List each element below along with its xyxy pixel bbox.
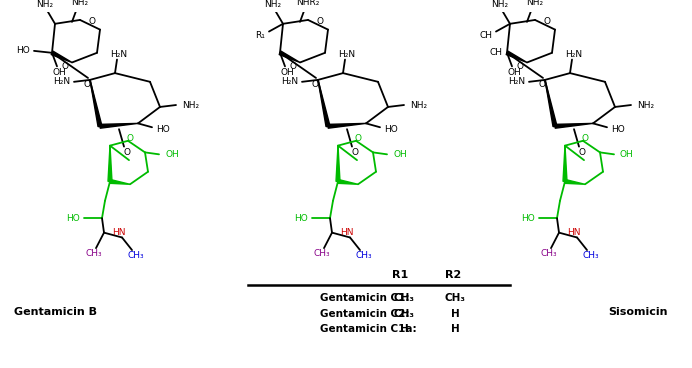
- Polygon shape: [90, 80, 102, 127]
- Text: O: O: [516, 62, 524, 71]
- Text: CH₃: CH₃: [128, 251, 145, 260]
- Text: R2: R2: [445, 270, 461, 280]
- Text: CH₃: CH₃: [583, 251, 599, 260]
- Text: OH: OH: [165, 150, 179, 159]
- Text: OH: OH: [52, 68, 66, 77]
- Text: O: O: [581, 134, 588, 144]
- Text: CH₃: CH₃: [86, 250, 102, 258]
- Text: CH₃: CH₃: [540, 250, 557, 258]
- Text: HO: HO: [384, 125, 398, 134]
- Text: HO: HO: [611, 125, 625, 134]
- Text: O: O: [123, 148, 131, 157]
- Text: O: O: [289, 62, 296, 71]
- Polygon shape: [108, 146, 112, 181]
- Text: NH₂: NH₂: [527, 0, 543, 7]
- Text: O: O: [354, 134, 361, 144]
- Text: Gentamicin C2:: Gentamicin C2:: [320, 309, 410, 319]
- Text: O: O: [311, 80, 318, 89]
- Text: O: O: [84, 80, 91, 89]
- Text: HO: HO: [521, 214, 535, 223]
- Polygon shape: [565, 180, 585, 184]
- Text: O: O: [127, 134, 134, 144]
- Text: HO: HO: [16, 46, 30, 55]
- Text: H₂N: H₂N: [281, 77, 298, 86]
- Text: CH₃: CH₃: [394, 293, 415, 303]
- Text: O: O: [316, 17, 323, 26]
- Text: NH₂: NH₂: [491, 0, 509, 9]
- Text: HO: HO: [66, 214, 80, 223]
- Text: CH₃: CH₃: [394, 309, 415, 319]
- Text: O: O: [89, 17, 95, 26]
- Polygon shape: [336, 146, 340, 181]
- Text: HO: HO: [294, 214, 308, 223]
- Text: NH₂: NH₂: [637, 100, 654, 110]
- Text: NH₂: NH₂: [182, 100, 199, 110]
- Polygon shape: [100, 123, 138, 128]
- Text: CH₃: CH₃: [313, 250, 330, 258]
- Text: O: O: [579, 148, 585, 157]
- Polygon shape: [51, 51, 72, 63]
- Text: NHR₂: NHR₂: [296, 0, 320, 7]
- Text: R1: R1: [392, 270, 408, 280]
- Polygon shape: [328, 123, 366, 128]
- Polygon shape: [555, 123, 593, 128]
- Text: NH₂: NH₂: [71, 0, 89, 7]
- Text: R₁: R₁: [255, 31, 265, 40]
- Text: NH₂: NH₂: [37, 0, 53, 9]
- Text: H₂N: H₂N: [508, 77, 525, 86]
- Text: CH: CH: [479, 31, 492, 40]
- Text: OH: OH: [507, 68, 521, 77]
- Text: HN: HN: [112, 228, 125, 237]
- Text: Gentamicin C1:: Gentamicin C1:: [320, 293, 410, 303]
- Text: O: O: [543, 17, 551, 26]
- Polygon shape: [279, 51, 300, 63]
- Text: O: O: [352, 148, 358, 157]
- Text: H: H: [450, 309, 459, 319]
- Text: NH₂: NH₂: [264, 0, 282, 9]
- Polygon shape: [545, 80, 557, 127]
- Text: O: O: [62, 62, 69, 71]
- Text: CH₃: CH₃: [444, 293, 466, 303]
- Text: CH: CH: [490, 48, 503, 57]
- Polygon shape: [506, 51, 527, 63]
- Polygon shape: [110, 180, 130, 184]
- Text: CH₃: CH₃: [356, 251, 372, 260]
- Text: H₂N: H₂N: [565, 50, 583, 59]
- Text: Sisomicin: Sisomicin: [608, 307, 668, 317]
- Polygon shape: [318, 80, 330, 127]
- Polygon shape: [563, 146, 567, 181]
- Text: HN: HN: [567, 228, 581, 237]
- Text: O: O: [538, 80, 545, 89]
- Text: H: H: [450, 324, 459, 334]
- Text: Gentamicin B: Gentamicin B: [14, 307, 96, 317]
- Text: H₂N: H₂N: [53, 77, 70, 86]
- Text: HN: HN: [340, 228, 354, 237]
- Text: NH₂: NH₂: [410, 100, 427, 110]
- Text: Gentamicin C1a:: Gentamicin C1a:: [320, 324, 417, 334]
- Text: HO: HO: [156, 125, 170, 134]
- Polygon shape: [338, 180, 358, 184]
- Text: H₂N: H₂N: [338, 50, 356, 59]
- Text: H₂N: H₂N: [111, 50, 127, 59]
- Text: H: H: [399, 324, 408, 334]
- Text: OH: OH: [620, 150, 634, 159]
- Text: OH: OH: [280, 68, 294, 77]
- Text: OH: OH: [393, 150, 407, 159]
